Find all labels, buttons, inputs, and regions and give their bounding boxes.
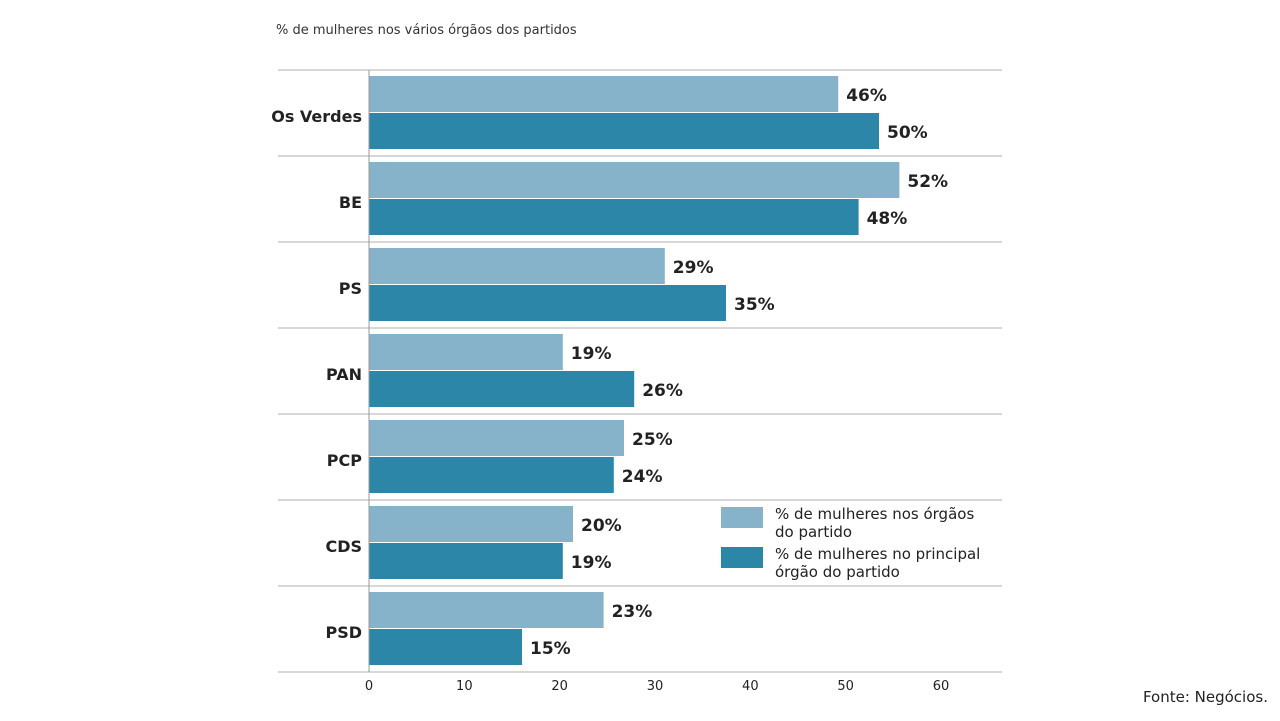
value-label: 48% bbox=[867, 209, 908, 229]
value-label: 35% bbox=[734, 295, 775, 315]
category-label: PCP bbox=[327, 451, 362, 470]
value-label: 15% bbox=[530, 639, 571, 659]
value-label: 23% bbox=[612, 602, 653, 622]
bar bbox=[369, 334, 563, 370]
x-tick-label: 30 bbox=[647, 679, 664, 694]
x-tick-label: 20 bbox=[551, 679, 568, 694]
category-label: PSD bbox=[325, 623, 362, 642]
bar bbox=[369, 457, 614, 493]
bar bbox=[369, 285, 726, 321]
legend-label: % de mulheres nos órgãos bbox=[775, 505, 974, 523]
value-label: 19% bbox=[571, 553, 612, 573]
value-label: 19% bbox=[571, 344, 612, 364]
x-tick-label: 10 bbox=[456, 679, 473, 694]
value-label: 52% bbox=[907, 172, 948, 192]
value-label: 26% bbox=[642, 381, 683, 401]
legend-label: órgão do partido bbox=[775, 563, 900, 581]
legend-label: % de mulheres no principal bbox=[775, 545, 980, 563]
category-label: CDS bbox=[325, 537, 362, 556]
bar bbox=[369, 113, 879, 149]
bar bbox=[369, 543, 563, 579]
value-label: 20% bbox=[581, 516, 622, 536]
bar bbox=[369, 371, 635, 407]
value-label: 29% bbox=[673, 258, 714, 278]
bar bbox=[369, 76, 839, 112]
category-label: PS bbox=[339, 279, 362, 298]
legend-label: do partido bbox=[775, 523, 852, 541]
legend-swatch bbox=[721, 507, 763, 528]
category-label: BE bbox=[339, 193, 362, 212]
value-label: 50% bbox=[887, 123, 928, 143]
category-label: PAN bbox=[326, 365, 362, 384]
value-label: 46% bbox=[846, 86, 887, 106]
x-tick-label: 60 bbox=[933, 679, 950, 694]
bar bbox=[369, 629, 522, 665]
value-label: 24% bbox=[622, 467, 663, 487]
bar bbox=[369, 199, 859, 235]
bar bbox=[369, 248, 665, 284]
source-note: Fonte: Negócios. bbox=[1142, 688, 1268, 706]
bar bbox=[369, 592, 604, 628]
legend-swatch bbox=[721, 547, 763, 568]
x-tick-label: 40 bbox=[742, 679, 759, 694]
x-tick-label: 0 bbox=[365, 679, 373, 694]
value-label: 25% bbox=[632, 430, 673, 450]
bar bbox=[369, 162, 900, 198]
bar bbox=[369, 506, 573, 542]
chart-title: % de mulheres nos vários órgãos dos part… bbox=[276, 23, 577, 38]
category-label: Os Verdes bbox=[271, 107, 362, 126]
bar bbox=[369, 420, 624, 456]
x-tick-label: 50 bbox=[837, 679, 854, 694]
